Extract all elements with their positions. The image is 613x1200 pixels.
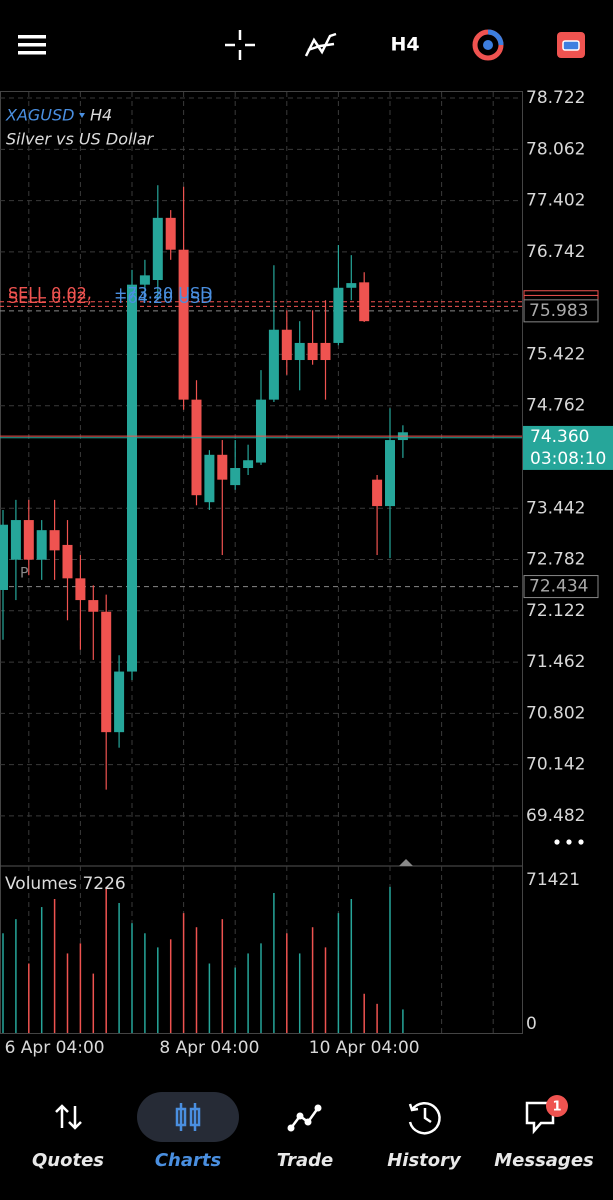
candle-body [127,284,137,672]
current-price-label: 74.360 [530,427,589,447]
candle-body [152,217,163,281]
candle-body [385,440,395,507]
nav-active-pill [137,1092,239,1142]
trade-button[interactable] [472,29,504,61]
y-tick-label: 74.762 [526,396,585,416]
chart-timeframe: H4 [90,106,112,125]
x-tick-label: 10 Apr 04:00 [309,1038,420,1058]
one-click-button[interactable] [557,32,585,58]
candle-body [23,520,34,560]
candle-body [333,287,344,343]
history-icon[interactable] [408,1102,441,1135]
price-level-label: 72.434 [529,577,588,597]
nav-quotes[interactable]: Quotes [32,1150,104,1171]
messages-badge-count: 1 [552,1100,561,1115]
candle-body [307,342,318,361]
y-tick-label: 77.402 [526,191,585,211]
candle-body [49,530,60,551]
trade-marker: P [20,566,28,582]
candle-body [294,342,305,361]
order-profit: +64.20 USD [114,288,212,307]
bar-countdown: 03:08:10 [530,449,606,469]
order-side: SELL 0.02, [8,283,92,302]
candle-body [372,479,383,507]
nav-bar [0,1075,613,1200]
nav-trade[interactable]: Trade [277,1150,333,1171]
trade-icon[interactable] [287,1104,322,1132]
y-tick-label: 70.802 [526,703,585,723]
symbol-dropdown[interactable] [79,113,85,118]
candle-body [75,578,86,601]
candle-body [243,460,254,469]
quotes-icon[interactable] [55,1104,82,1130]
y-tick-label: 71.462 [526,652,585,672]
candle-body [320,342,331,361]
symbol: XAGUSD [5,106,75,125]
candle-body [256,399,266,463]
nav-history[interactable]: History [387,1150,462,1171]
candle-body [217,454,228,480]
candle-body [62,544,73,579]
charts-icon[interactable] [175,1103,201,1131]
volume-tick-label: 0 [526,1014,537,1034]
x-tick-label: 8 Apr 04:00 [159,1038,259,1058]
candle-body [88,600,99,612]
candle-body [346,283,357,288]
candle-body [359,282,370,322]
crosshair-button[interactable] [225,30,255,60]
order-profit: +73.20 USD [114,283,212,302]
candle-body [36,530,47,560]
menu-button[interactable] [18,35,46,55]
nav-charts[interactable]: Charts [155,1150,222,1171]
candle-body [101,611,112,733]
candle-body [230,468,241,486]
candle-body [268,329,279,400]
marks [0,185,522,1033]
messages-badge [546,1095,568,1117]
order-side: SELL 0.02, [8,288,92,307]
x-tick-label: 6 Apr 04:00 [5,1038,105,1058]
y-tick-label: 76.742 [526,242,585,262]
candle-body [139,275,150,285]
price-level-label: 75.983 [529,301,588,321]
symbol-description: Silver vs US Dollar [6,130,155,149]
price-level-box [523,575,599,599]
panel-resize-handle[interactable] [399,859,413,866]
volume-tick-label: 71421 [526,870,580,890]
candle-body [178,249,189,400]
candle-body [191,399,202,496]
price-level-box [523,299,599,323]
y-tick-label: 72.122 [526,601,585,621]
volume-title: Volumes 7226 [5,874,126,894]
candle-body [114,671,125,733]
y-tick-label: 70.142 [526,755,585,775]
y-tick-label: 75.422 [526,344,585,364]
candle-body [165,217,176,250]
candle-body [10,520,21,560]
timeframe-button[interactable]: H4 [390,34,419,56]
candle-body [0,524,8,590]
y-tick-label: 73.442 [526,498,585,518]
nav-messages[interactable]: Messages [494,1150,594,1171]
current-price-tag [523,425,613,470]
y-tick-label: 78.722 [526,88,585,108]
y-tick-label: 78.062 [526,139,585,159]
more-button[interactable] [554,839,584,845]
y-tick-label: 69.482 [526,806,585,826]
candle-body [281,329,292,361]
candle-body [204,454,215,503]
indicators-button[interactable] [304,32,337,57]
y-tick-label: 72.782 [526,550,585,570]
